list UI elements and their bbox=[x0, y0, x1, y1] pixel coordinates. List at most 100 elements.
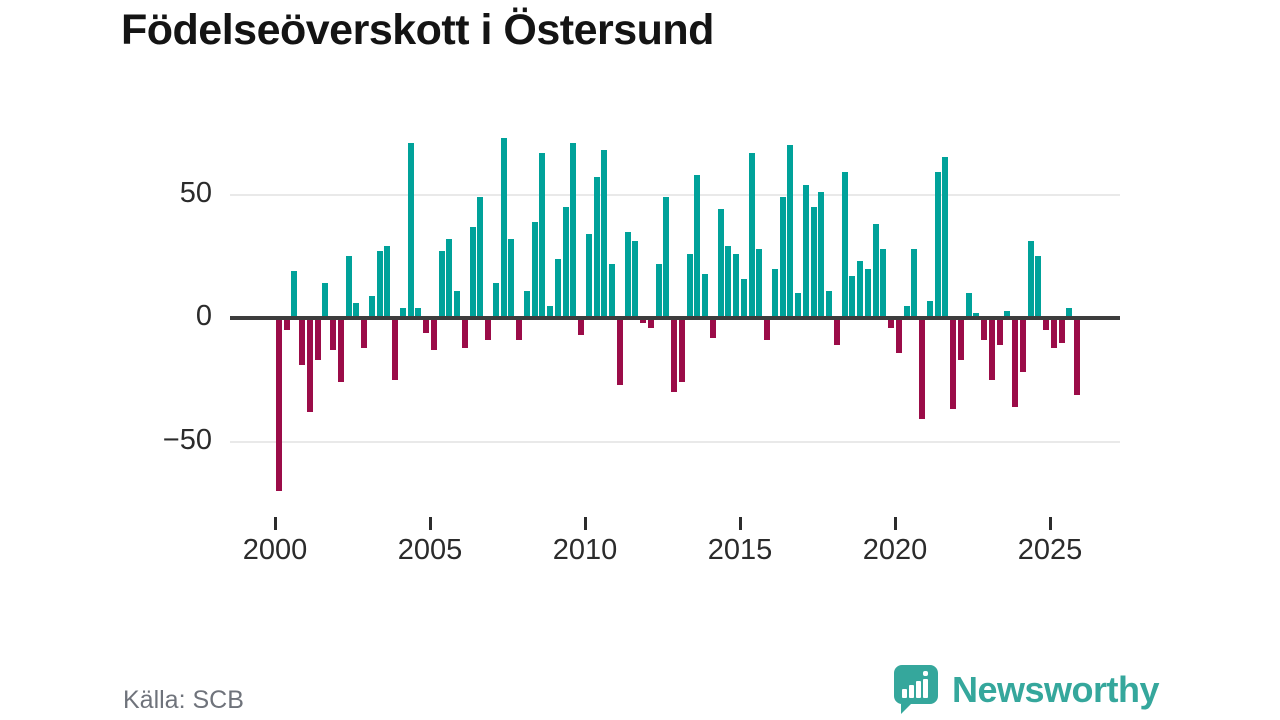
source-caption: Källa: SCB bbox=[123, 686, 244, 714]
x-tick-label: 2025 bbox=[1017, 534, 1083, 566]
y-axis-label: 50 bbox=[179, 177, 212, 210]
bar-negative bbox=[888, 318, 895, 328]
bar-negative bbox=[485, 318, 492, 341]
bar-positive bbox=[663, 197, 670, 318]
bar-negative bbox=[578, 318, 585, 336]
x-tick-mark bbox=[738, 517, 742, 530]
bar-negative bbox=[423, 318, 430, 333]
bar-negative bbox=[709, 318, 716, 338]
bar-negative bbox=[671, 318, 678, 393]
bar-negative bbox=[337, 318, 344, 383]
bar-negative bbox=[283, 318, 290, 331]
bar-positive bbox=[376, 251, 383, 318]
bar-negative bbox=[1058, 318, 1065, 343]
x-tick-label: 2020 bbox=[862, 534, 928, 566]
newsworthy-logo: Newsworthy bbox=[891, 663, 1160, 716]
bar-negative bbox=[895, 318, 902, 353]
bar-positive bbox=[702, 273, 709, 318]
bar-positive bbox=[1066, 308, 1073, 318]
bar-negative bbox=[430, 318, 437, 351]
y-axis-label: −50 bbox=[162, 424, 212, 457]
bar-positive bbox=[779, 197, 786, 318]
bar-positive bbox=[523, 290, 530, 318]
bar-positive bbox=[1004, 310, 1011, 318]
bar-negative bbox=[1050, 318, 1057, 348]
bar-negative bbox=[392, 318, 399, 380]
bar-positive bbox=[942, 157, 949, 318]
bar-positive bbox=[965, 293, 972, 318]
bar-positive bbox=[593, 177, 600, 318]
bar-positive bbox=[554, 258, 561, 318]
bar-positive bbox=[849, 276, 856, 318]
bar-positive bbox=[1027, 241, 1034, 318]
bar-negative bbox=[516, 318, 523, 341]
bar-positive bbox=[733, 253, 740, 318]
bar-positive bbox=[438, 251, 445, 318]
bar-positive bbox=[539, 152, 546, 318]
bar-positive bbox=[864, 268, 871, 318]
bar-positive bbox=[407, 142, 414, 318]
x-axis-line bbox=[230, 316, 1120, 320]
bar-positive bbox=[570, 142, 577, 318]
bar-positive bbox=[531, 221, 538, 318]
bar-positive bbox=[655, 263, 662, 318]
bar-positive bbox=[926, 300, 933, 318]
newsworthy-bubble-icon bbox=[893, 665, 938, 714]
bar-positive bbox=[624, 231, 631, 319]
bar-positive bbox=[973, 313, 980, 318]
logo-bar-3 bbox=[915, 681, 921, 698]
logo-exclamation-bar bbox=[922, 679, 928, 698]
bar-positive bbox=[446, 239, 453, 318]
bar-positive bbox=[322, 283, 329, 318]
bar-positive bbox=[771, 268, 778, 318]
bar-negative bbox=[1043, 318, 1050, 331]
bar-negative bbox=[1019, 318, 1026, 373]
bar-negative bbox=[275, 318, 282, 491]
bar-positive bbox=[841, 172, 848, 318]
page-title: Födelseöverskott i Östersund bbox=[121, 6, 714, 54]
bar-positive bbox=[694, 174, 701, 318]
logo-bar-2 bbox=[908, 685, 914, 698]
bar-negative bbox=[361, 318, 368, 348]
bar-negative bbox=[764, 318, 771, 341]
logo-exclamation-dot bbox=[922, 671, 928, 676]
bar-positive bbox=[911, 248, 918, 318]
bar-positive bbox=[609, 263, 616, 318]
bar-positive bbox=[632, 241, 639, 318]
bar-negative bbox=[996, 318, 1003, 346]
x-tick-label: 2015 bbox=[707, 534, 773, 566]
bar-negative bbox=[647, 318, 654, 328]
x-tick-mark bbox=[428, 517, 432, 530]
x-tick-label: 2000 bbox=[242, 534, 308, 566]
x-tick-mark bbox=[273, 517, 277, 530]
bar-positive bbox=[748, 152, 755, 318]
x-tick-label: 2005 bbox=[397, 534, 463, 566]
bar-negative bbox=[1012, 318, 1019, 407]
bar-positive bbox=[384, 246, 391, 318]
bar-positive bbox=[345, 256, 352, 319]
bar-positive bbox=[547, 305, 554, 318]
bar-negative bbox=[919, 318, 926, 420]
bar-negative bbox=[1074, 318, 1081, 395]
bar-negative bbox=[678, 318, 685, 383]
bar-positive bbox=[492, 283, 499, 318]
bar-positive bbox=[740, 278, 747, 318]
bar-positive bbox=[802, 184, 809, 318]
bar-positive bbox=[601, 150, 608, 318]
bar-positive bbox=[562, 206, 569, 318]
bar-positive bbox=[585, 234, 592, 318]
newsworthy-wordmark: Newsworthy bbox=[951, 668, 1160, 710]
bar-positive bbox=[818, 192, 825, 318]
x-tick-mark bbox=[1048, 517, 1052, 530]
bar-positive bbox=[353, 303, 360, 318]
bar-positive bbox=[477, 197, 484, 318]
bar-negative bbox=[957, 318, 964, 360]
x-tick-mark bbox=[893, 517, 897, 530]
y-axis-label: 0 bbox=[195, 300, 212, 333]
x-tick-label: 2010 bbox=[552, 534, 618, 566]
bar-positive bbox=[508, 239, 515, 318]
bar-positive bbox=[469, 226, 476, 318]
bar-positive bbox=[454, 290, 461, 318]
